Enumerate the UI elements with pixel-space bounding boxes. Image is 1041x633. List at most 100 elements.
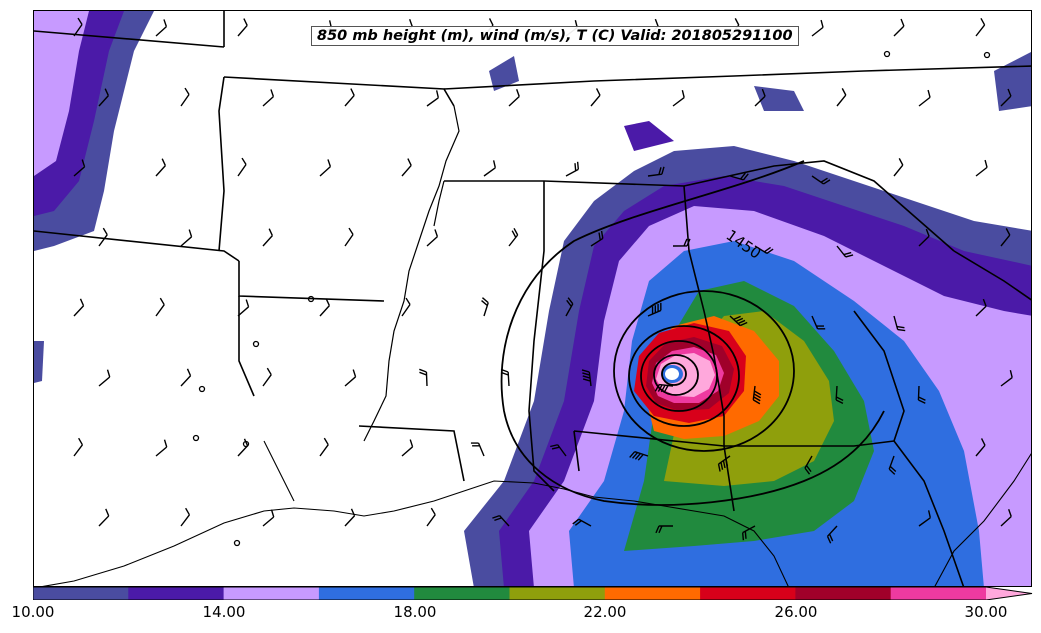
contour-line <box>500 160 885 506</box>
temp-area-nw-core <box>34 11 89 176</box>
lake-marker <box>198 385 206 393</box>
wind-barb <box>401 297 411 317</box>
lake-marker <box>883 50 891 58</box>
wind-barb <box>729 172 749 181</box>
contour-line <box>613 290 795 452</box>
wind-barb <box>508 89 520 107</box>
wind-barb <box>426 507 436 527</box>
colorbar-tick-label: 26.00 <box>774 603 818 621</box>
colorbar-bin <box>128 587 225 600</box>
colorbar-tick-label: 22.00 <box>583 603 627 621</box>
wind-barb <box>237 299 250 317</box>
temperature-colorbar <box>33 587 1033 600</box>
wind-barb <box>98 508 110 527</box>
wind-barb <box>401 158 412 177</box>
wind-barb <box>811 19 824 37</box>
colorbar-bin <box>318 587 415 600</box>
storm-eye-core <box>665 368 679 380</box>
temp-area-west-strip <box>34 341 44 383</box>
wind-barb <box>319 298 331 317</box>
wind-barb <box>262 89 275 107</box>
wind-barb <box>729 315 748 327</box>
wind-barb <box>98 227 108 247</box>
wind-barb <box>98 88 110 107</box>
temp-area-n2 <box>624 121 674 151</box>
wind-barb <box>975 17 986 37</box>
lake-marker <box>192 434 200 442</box>
wind-barb <box>155 297 165 317</box>
coast-line <box>263 440 295 502</box>
wind-barb <box>180 87 190 107</box>
wind-barb <box>917 385 926 404</box>
wind-barb <box>672 238 691 247</box>
river-line <box>363 105 460 442</box>
wind-barb <box>975 159 988 177</box>
boundary-line <box>528 181 555 492</box>
wind-barb <box>647 302 662 317</box>
wind-barb <box>155 158 167 177</box>
temperature-fill-layer <box>34 11 1031 586</box>
wind-barb <box>426 90 440 107</box>
colorbar-bin <box>795 587 892 600</box>
boundary-line <box>573 430 580 472</box>
wind-barb <box>180 368 192 387</box>
coastline <box>42 440 1031 586</box>
wind-barb <box>826 525 838 544</box>
colorbar-bin <box>223 587 320 600</box>
wind-barb <box>1000 509 1012 527</box>
wind-barb <box>590 230 604 247</box>
boundary-line <box>34 30 225 48</box>
wind-barb <box>647 166 665 177</box>
wind-barb <box>754 245 774 254</box>
wind-barb <box>672 90 685 107</box>
wind-barb <box>180 229 193 247</box>
contour-line <box>653 354 699 396</box>
colorbar-bin <box>890 587 987 600</box>
wind-barb <box>508 227 519 247</box>
wind-barb <box>344 369 357 387</box>
wind-barb <box>654 383 674 393</box>
wind-barb <box>918 510 932 527</box>
wind-barb <box>1000 228 1011 247</box>
wind-barb <box>481 297 489 317</box>
wind-barb <box>741 525 756 541</box>
wind-barb <box>581 369 592 387</box>
boundary-line <box>683 185 725 446</box>
boundary-line <box>218 76 225 252</box>
wind-barb <box>717 455 731 472</box>
wind-barb <box>918 89 931 107</box>
wind-barb <box>73 17 83 37</box>
wind-barb <box>893 315 906 332</box>
wind-barb <box>804 455 813 475</box>
boundary-line <box>223 76 455 107</box>
wind-barb <box>590 88 601 107</box>
wind-barb <box>629 451 649 461</box>
wind-barb <box>344 508 356 527</box>
boundary-line <box>683 160 955 252</box>
wind-barb <box>73 298 85 317</box>
wind-barb <box>155 439 168 457</box>
wind-barb <box>237 18 248 37</box>
river-line <box>433 180 445 227</box>
wind-barb <box>319 437 329 457</box>
colorbar-bin <box>33 587 129 600</box>
boundary-line <box>853 310 905 442</box>
map-panel: 1450 850 mb height (m), wind (m/s), T (C… <box>33 10 1032 587</box>
wind-barb <box>550 444 567 457</box>
boundary-line <box>893 440 965 586</box>
height-contours <box>500 160 885 506</box>
wind-barb <box>754 88 766 107</box>
wind-barb <box>835 385 844 405</box>
lake-marker <box>307 295 315 303</box>
wind-barb <box>1000 88 1012 107</box>
wind-barb <box>565 161 580 177</box>
colorbar-extension <box>986 587 1032 600</box>
weather-map: 1450 <box>34 11 1031 586</box>
wind-barb <box>73 437 84 457</box>
temp-area-n3 <box>754 86 804 111</box>
colorbar-bin <box>509 587 606 600</box>
colorbar-tick-label: 30.00 <box>964 603 1008 621</box>
boundary-line <box>573 430 895 447</box>
coast-line <box>934 453 1031 586</box>
wind-barb <box>470 442 485 457</box>
